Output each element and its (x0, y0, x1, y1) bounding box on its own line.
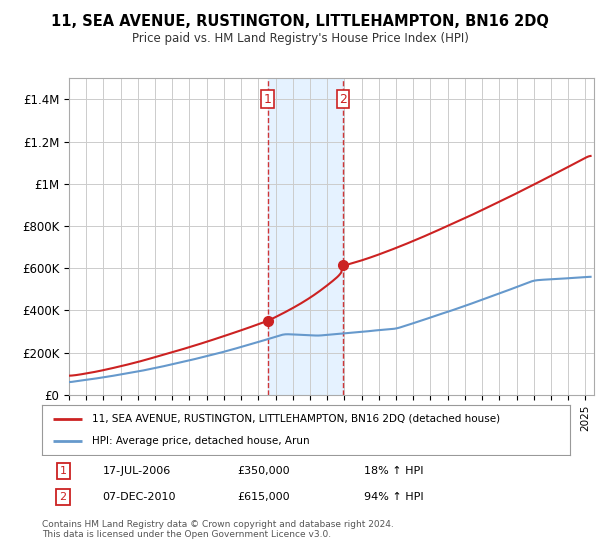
Text: 1: 1 (264, 92, 272, 106)
Text: Contains HM Land Registry data © Crown copyright and database right 2024.
This d: Contains HM Land Registry data © Crown c… (42, 520, 394, 539)
Text: £350,000: £350,000 (238, 466, 290, 475)
Text: HPI: Average price, detached house, Arun: HPI: Average price, detached house, Arun (92, 436, 310, 446)
Text: 07-DEC-2010: 07-DEC-2010 (103, 492, 176, 502)
Text: 11, SEA AVENUE, RUSTINGTON, LITTLEHAMPTON, BN16 2DQ (detached house): 11, SEA AVENUE, RUSTINGTON, LITTLEHAMPTO… (92, 414, 500, 424)
Text: £615,000: £615,000 (238, 492, 290, 502)
Text: 94% ↑ HPI: 94% ↑ HPI (364, 492, 424, 502)
Text: 18% ↑ HPI: 18% ↑ HPI (364, 466, 424, 475)
Text: 2: 2 (59, 492, 67, 502)
Text: Price paid vs. HM Land Registry's House Price Index (HPI): Price paid vs. HM Land Registry's House … (131, 32, 469, 45)
Text: 2: 2 (339, 92, 347, 106)
Text: 17-JUL-2006: 17-JUL-2006 (103, 466, 171, 475)
Bar (268, 78, 343, 395)
Text: 1: 1 (59, 466, 67, 475)
Text: 11, SEA AVENUE, RUSTINGTON, LITTLEHAMPTON, BN16 2DQ: 11, SEA AVENUE, RUSTINGTON, LITTLEHAMPTO… (51, 14, 549, 29)
